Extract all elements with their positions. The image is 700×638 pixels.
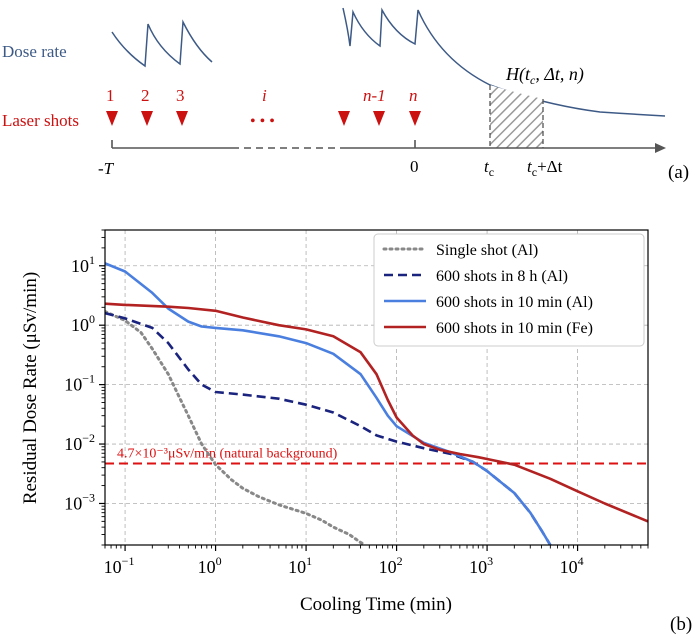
legend-label-600-shots-10min-fe: 600 shots in 10 min (Fe) bbox=[436, 320, 593, 337]
shot-ellipsis: • • • bbox=[250, 113, 275, 130]
shot-marker-n bbox=[409, 111, 421, 126]
y-axis-label: Residual Dose Rate (μSv/min) bbox=[20, 272, 41, 504]
x-tick-label: 101 bbox=[288, 554, 312, 577]
timeline-arrowhead bbox=[655, 143, 666, 153]
natural-background-label: 4.7×10⁻³μSv/min (natural background) bbox=[117, 447, 338, 462]
y-tick-label: 101 bbox=[71, 253, 95, 276]
axis-label-minus-t: -T bbox=[98, 159, 115, 178]
x-axis-label: Cooling Time (min) bbox=[300, 594, 452, 615]
shot-marker-n-minus-2 bbox=[338, 111, 350, 126]
shot-marker-n-minus-1 bbox=[373, 111, 385, 126]
shot-number-n-minus-1: n-1 bbox=[363, 86, 386, 105]
background-line-group: 4.7×10⁻³μSv/min (natural background) bbox=[105, 447, 648, 465]
x-tick-label: 103 bbox=[469, 554, 493, 577]
dose-rate-curve-early bbox=[111, 19, 213, 68]
shot-number-3: 3 bbox=[176, 86, 185, 105]
series-line-0 bbox=[105, 310, 367, 545]
x-tick-label: 100 bbox=[198, 554, 222, 577]
panel-a-label: (a) bbox=[668, 162, 689, 183]
legend-label-600-shots-10min-al: 600 shots in 10 min (Al) bbox=[436, 294, 593, 311]
shot-marker-1 bbox=[106, 111, 118, 126]
shot-number-1: 1 bbox=[106, 86, 115, 105]
legend: Single shot (Al) 600 shots in 8 h (Al) 6… bbox=[373, 233, 645, 347]
series-line-1 bbox=[105, 311, 552, 545]
x-tick-label: 102 bbox=[379, 554, 403, 577]
series-line-3 bbox=[105, 302, 648, 523]
panel-a: Dose rate Laser shots H(tc, Δt, n) -T 0 … bbox=[2, 7, 689, 183]
y-tick-label: 10−3 bbox=[64, 490, 95, 513]
x-tick-label: 10−1 bbox=[104, 554, 135, 577]
y-ticks: 10−3 10−2 10−1 100 101 bbox=[64, 229, 105, 546]
series-group bbox=[105, 262, 648, 545]
laser-shots-label: Laser shots bbox=[2, 111, 79, 130]
series-line-2 bbox=[105, 262, 552, 545]
shot-marker-2 bbox=[141, 111, 153, 126]
dose-rate-label: Dose rate bbox=[2, 42, 67, 61]
shot-number-2: 2 bbox=[141, 86, 150, 105]
axis-label-tc: tc bbox=[484, 157, 494, 179]
y-tick-label: 10−1 bbox=[64, 372, 95, 395]
x-ticks: 10−1 100 101 102 103 104 bbox=[104, 545, 649, 577]
panel-b: 4.7×10⁻³μSv/min (natural background) 10−… bbox=[20, 229, 692, 635]
y-tick-label: 100 bbox=[71, 312, 95, 335]
shot-marker-3 bbox=[176, 111, 188, 126]
x-tick-label: 104 bbox=[560, 554, 584, 577]
legend-box bbox=[373, 233, 645, 347]
shot-number-i: i bbox=[262, 86, 267, 105]
function-label: H(tc, Δt, n) bbox=[505, 64, 584, 87]
legend-label-single-shot-al: Single shot (Al) bbox=[436, 242, 538, 259]
panel-b-label: (b) bbox=[670, 614, 692, 635]
legend-label-600-shots-8h-al: 600 shots in 8 h (Al) bbox=[436, 268, 568, 285]
hatched-integral-region bbox=[490, 85, 543, 148]
axis-label-tc-dt: tc+Δt bbox=[527, 157, 563, 179]
shot-number-n: n bbox=[409, 86, 418, 105]
dose-rate-curve-late bbox=[342, 7, 666, 117]
axis-label-zero: 0 bbox=[410, 157, 419, 176]
laser-shot-markers: 1 2 3 i n-1 n • • • bbox=[106, 86, 421, 130]
y-tick-label: 10−2 bbox=[64, 431, 95, 454]
